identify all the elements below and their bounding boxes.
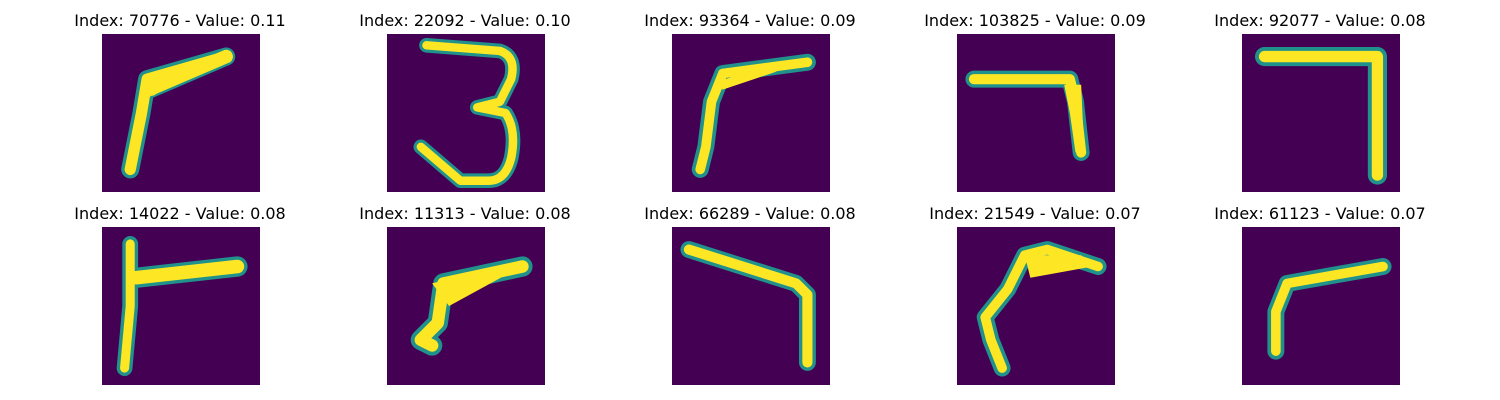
digit-image bbox=[102, 227, 260, 385]
image-tile-10: Index: 61123 - Value: 0.07 bbox=[1185, 203, 1455, 400]
image-tile-7: Index: 11313 - Value: 0.08 bbox=[330, 203, 600, 400]
tile-title: Index: 70776 - Value: 0.11 bbox=[74, 11, 286, 30]
image-tile-2: Index: 22092 - Value: 0.10 bbox=[330, 10, 600, 210]
image-tile-3: Index: 93364 - Value: 0.09 bbox=[615, 10, 885, 210]
digit-image-4 bbox=[957, 34, 1115, 192]
image-tile-8: Index: 66289 - Value: 0.08 bbox=[615, 203, 885, 400]
digit-image bbox=[672, 34, 830, 192]
tile-title: Index: 61123 - Value: 0.07 bbox=[1214, 204, 1426, 223]
digit-image-2 bbox=[387, 34, 545, 192]
image-tile-1: Index: 70776 - Value: 0.11 bbox=[45, 10, 315, 210]
tile-title: Index: 92077 - Value: 0.08 bbox=[1214, 11, 1426, 30]
digit-image-9 bbox=[957, 227, 1115, 385]
digit-image bbox=[387, 34, 545, 192]
tile-title: Index: 103825 - Value: 0.09 bbox=[924, 11, 1146, 30]
tile-title: Index: 22092 - Value: 0.10 bbox=[359, 11, 571, 30]
digit-image bbox=[957, 227, 1115, 385]
image-tile-4: Index: 103825 - Value: 0.09 bbox=[900, 10, 1170, 210]
digit-image bbox=[672, 227, 830, 385]
image-tile-5: Index: 92077 - Value: 0.08 bbox=[1185, 10, 1455, 210]
digit-image bbox=[957, 34, 1115, 192]
digit-image-10 bbox=[1242, 227, 1400, 385]
tile-title: Index: 21549 - Value: 0.07 bbox=[929, 204, 1141, 223]
tile-title: Index: 14022 - Value: 0.08 bbox=[74, 204, 286, 223]
tile-title: Index: 11313 - Value: 0.08 bbox=[359, 204, 571, 223]
digit-image-6 bbox=[102, 227, 260, 385]
digit-image-1 bbox=[102, 34, 260, 192]
digit-image-3 bbox=[672, 34, 830, 192]
digit-image bbox=[102, 34, 260, 192]
digit-image bbox=[387, 227, 545, 385]
digit-image-7 bbox=[387, 227, 545, 385]
digit-image bbox=[1242, 227, 1400, 385]
digit-image-8 bbox=[672, 227, 830, 385]
image-tile-9: Index: 21549 - Value: 0.07 bbox=[900, 203, 1170, 400]
tile-title: Index: 66289 - Value: 0.08 bbox=[644, 204, 856, 223]
digit-image bbox=[1242, 34, 1400, 192]
tile-title: Index: 93364 - Value: 0.09 bbox=[644, 11, 856, 30]
image-tile-6: Index: 14022 - Value: 0.08 bbox=[45, 203, 315, 400]
digit-image-5 bbox=[1242, 34, 1400, 192]
